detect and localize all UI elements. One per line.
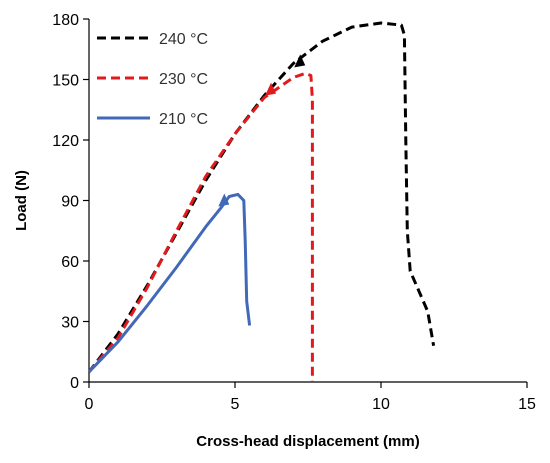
legend-label: 210 °C — [159, 111, 208, 128]
series-line-210c — [89, 194, 250, 372]
legend-label: 230 °C — [159, 71, 208, 88]
y-tick-label: 180 — [52, 12, 79, 29]
x-tick-label: 15 — [518, 396, 536, 413]
x-tick-label: 0 — [85, 396, 94, 413]
y-tick-label: 60 — [61, 254, 79, 271]
legend: 240 °C 230 °C 210 °C — [97, 31, 208, 128]
y-tick-label: 30 — [61, 315, 79, 332]
y-tick-label: 90 — [61, 194, 79, 211]
y-tick-label: 120 — [52, 133, 79, 150]
x-axis-title: Cross-head displacement (mm) — [196, 433, 419, 450]
legend-label: 240 °C — [159, 31, 208, 48]
y-axis-title: Load (N) — [13, 170, 30, 231]
x-tick-label: 5 — [231, 396, 240, 413]
series-line-240c — [89, 23, 434, 372]
x-tick-label: 10 — [372, 396, 390, 413]
y-tick-label: 150 — [52, 73, 79, 90]
y-tick-label: 0 — [70, 375, 79, 392]
